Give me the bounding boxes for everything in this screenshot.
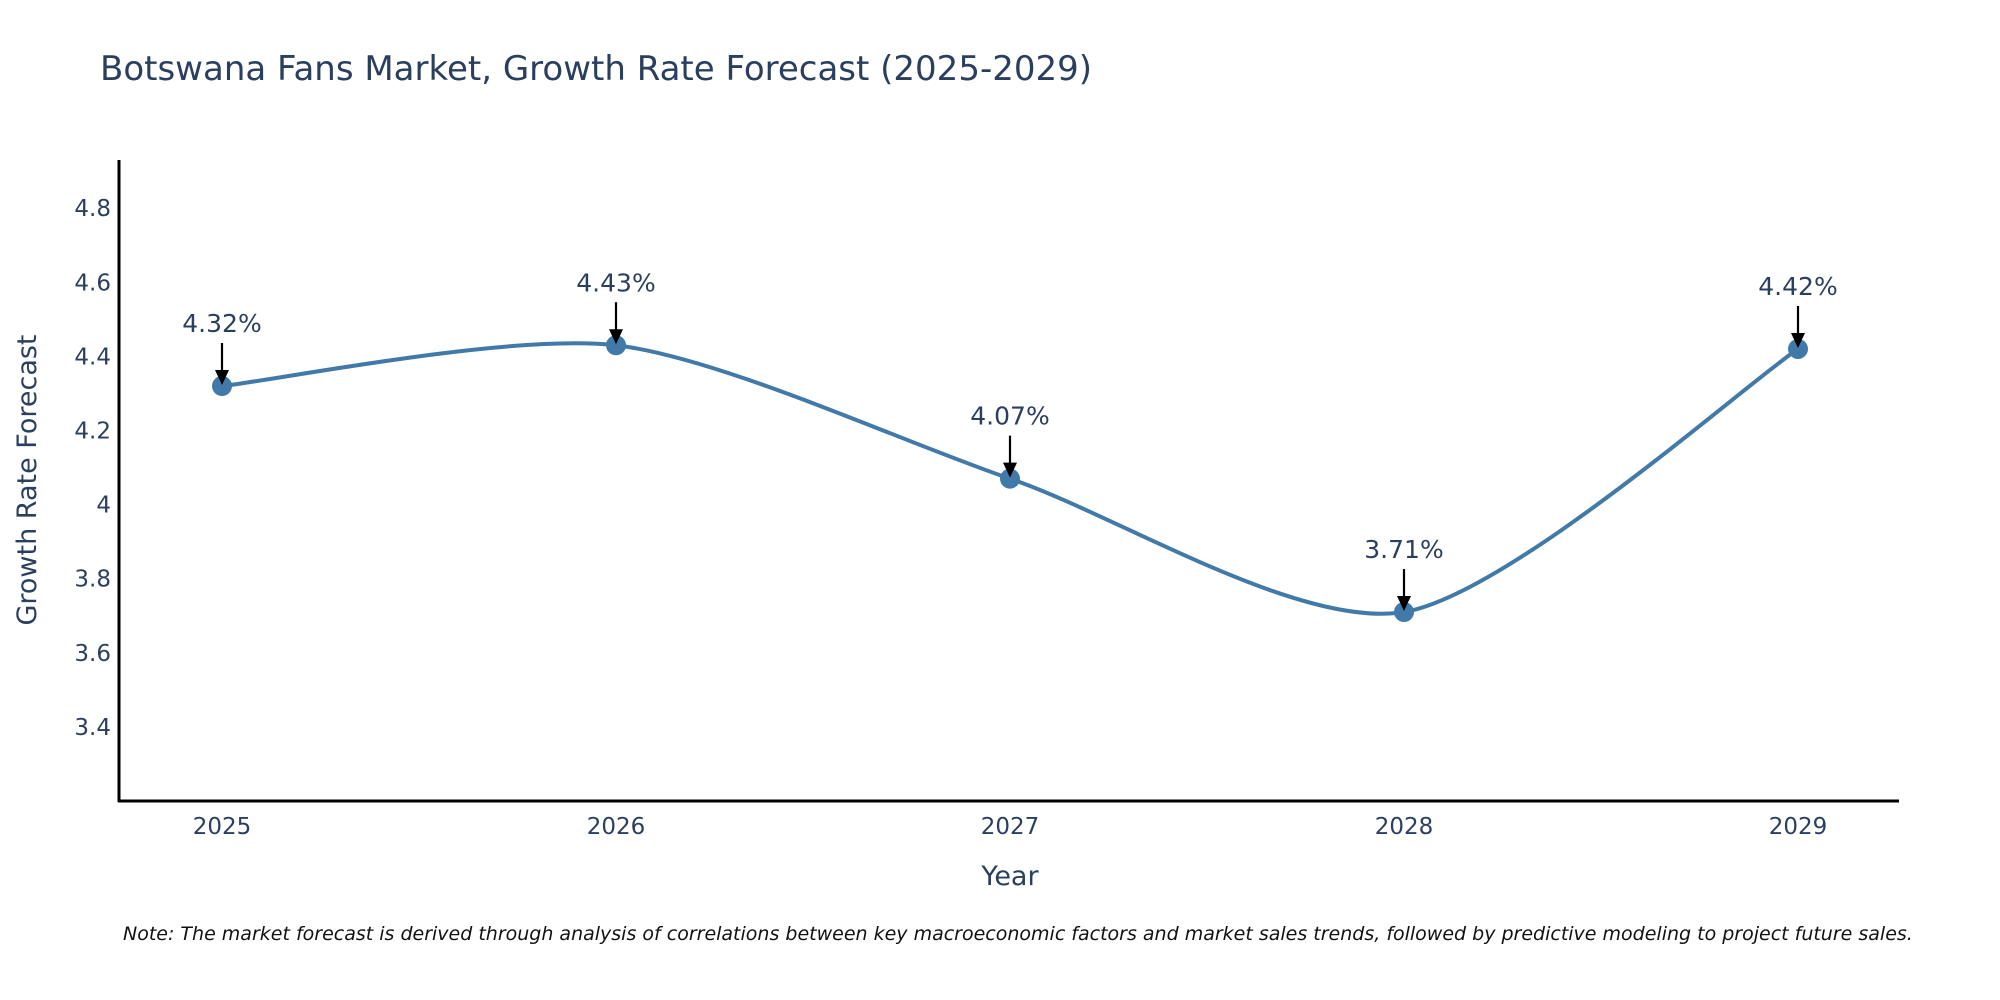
y-tick-label: 4 [96,493,111,519]
data-label: 4.42% [1758,272,1837,301]
data-point[interactable] [212,376,232,397]
annotation-arrowhead [215,370,229,386]
data-label: 3.71% [1364,535,1443,564]
x-tick-label: 2025 [193,814,252,840]
y-tick-label: 4.6 [74,270,111,296]
x-tick-label: 2027 [981,814,1040,840]
y-tick-label: 3.4 [74,715,111,741]
data-point[interactable] [1394,602,1414,623]
x-axis-title: Year [980,861,1039,892]
data-point[interactable] [1788,338,1808,359]
plot-area: 4.32% 4.43% 4.07% 3.71% 4.42% [182,268,1838,623]
x-tick-label: 2028 [1375,814,1434,840]
annotation-arrowhead [609,329,623,345]
annotation-arrowhead [1791,332,1805,348]
x-tick-label: 2029 [1769,814,1828,840]
data-point[interactable] [1000,468,1020,489]
y-tick-label: 3.8 [74,567,111,593]
y-axis-ticks: 3.4 3.6 3.8 4 4.2 4.4 4.6 4.8 [74,196,111,741]
y-axis-title: Growth Rate Forecast [12,334,43,625]
annotation-arrowhead [1397,596,1411,612]
annotation-arrowhead [1003,462,1017,478]
data-label: 4.07% [970,402,1049,431]
data-label: 4.43% [576,268,655,297]
data-point[interactable] [606,335,626,356]
x-axis-ticks: 2025 2026 2027 2028 2029 [193,814,1828,840]
chart-title: Botswana Fans Market, Growth Rate Foreca… [100,49,1092,89]
footnote: Note: The market forecast is derived thr… [123,923,1913,945]
data-label: 4.32% [182,309,261,338]
x-tick-label: 2026 [587,814,646,840]
y-tick-label: 4.8 [74,196,111,222]
y-tick-label: 4.2 [74,418,111,444]
y-tick-label: 3.6 [74,641,111,667]
y-tick-label: 4.4 [74,344,111,370]
